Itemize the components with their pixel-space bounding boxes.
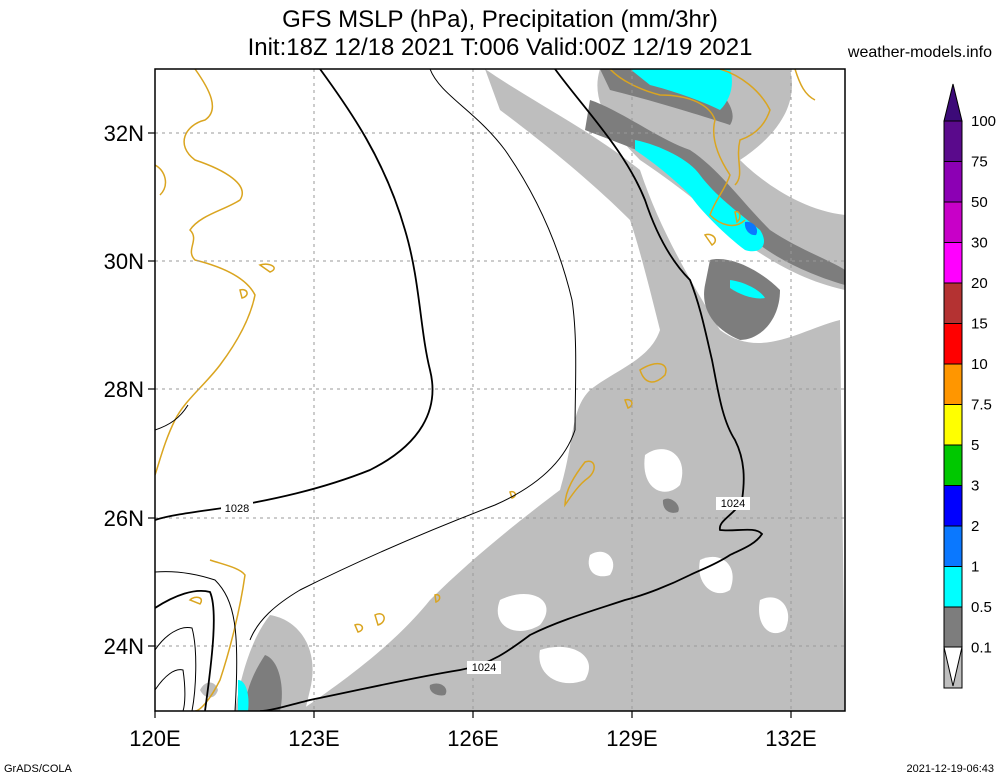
- y-tick-label: 26N: [104, 506, 144, 531]
- legend-label: 20: [971, 275, 988, 292]
- x-tick-label: 132E: [765, 726, 816, 751]
- y-tick-labels: 32N 30N 28N 26N 24N: [104, 121, 144, 659]
- footer-credit: GrADS/COLA: [4, 763, 72, 775]
- x-tick-label: 129E: [606, 726, 657, 751]
- x-tick-label: 120E: [129, 726, 180, 751]
- x-tick-label: 123E: [288, 726, 339, 751]
- legend-label: 100: [971, 113, 996, 130]
- legend-color-box: [943, 444, 963, 486]
- isobar-label: 1024: [721, 498, 745, 510]
- legend-color-box: [943, 201, 963, 243]
- legend-color-box: [943, 404, 963, 446]
- legend-color-box: [943, 485, 963, 527]
- legend-color-box: [943, 120, 963, 162]
- legend-label: 0.5: [971, 599, 992, 616]
- legend-label: 2: [971, 518, 979, 535]
- x-tick-labels: 120E 123E 126E 129E 132E: [129, 726, 816, 751]
- legend-label: 75: [971, 154, 988, 171]
- y-tick-label: 32N: [104, 121, 144, 146]
- chart-title-line2: Init:18Z 12/18 2021 T:006 Valid:00Z 12/1…: [247, 34, 753, 61]
- legend-color-box: [943, 566, 963, 608]
- isobar-label: 1024: [472, 662, 496, 674]
- legend-label: 7.5: [971, 397, 992, 414]
- legend-color-box: [943, 242, 963, 284]
- precip-shading: [200, 69, 845, 711]
- legend-label: 50: [971, 194, 988, 211]
- chart-title-line1: GFS MSLP (hPa), Precipitation (mm/3hr): [282, 6, 718, 33]
- legend-label: 10: [971, 356, 988, 373]
- isobar-label: 1028: [225, 503, 249, 515]
- legend-color-box: [943, 363, 963, 405]
- legend-label: 30: [971, 235, 988, 252]
- x-tick-label: 126E: [447, 726, 498, 751]
- y-tick-label: 30N: [104, 249, 144, 274]
- legend-color-box: [943, 282, 963, 324]
- legend-label: 15: [971, 316, 988, 333]
- legend-label: 1: [971, 559, 979, 576]
- legend-color-box: [943, 525, 963, 567]
- legend-labels: 100 75 50 30 20 15 10 7.5 5 3 2 1 0.5 0.1: [971, 113, 996, 657]
- legend-label: 5: [971, 437, 979, 454]
- isobar-labels: 1028 1024 1024: [221, 497, 750, 674]
- legend-label: 3: [971, 478, 979, 495]
- legend-color-box: [943, 161, 963, 203]
- tick-marks: [148, 132, 792, 718]
- legend-arrow-bottom: [943, 646, 963, 687]
- legend-label: 0.1: [971, 640, 992, 657]
- footer-timestamp: 2021-12-19-06:43: [906, 763, 994, 775]
- y-tick-label: 28N: [104, 377, 144, 402]
- lat-lon-grid: [155, 69, 845, 711]
- y-tick-label: 24N: [104, 634, 144, 659]
- coastlines: [155, 69, 816, 711]
- precip-legend: [943, 83, 963, 689]
- legend-arrow-top: [943, 83, 963, 122]
- map-frame: [154, 68, 846, 712]
- site-watermark: weather-models.info: [847, 44, 992, 61]
- legend-color-box: [943, 606, 963, 648]
- legend-color-box: [943, 323, 963, 365]
